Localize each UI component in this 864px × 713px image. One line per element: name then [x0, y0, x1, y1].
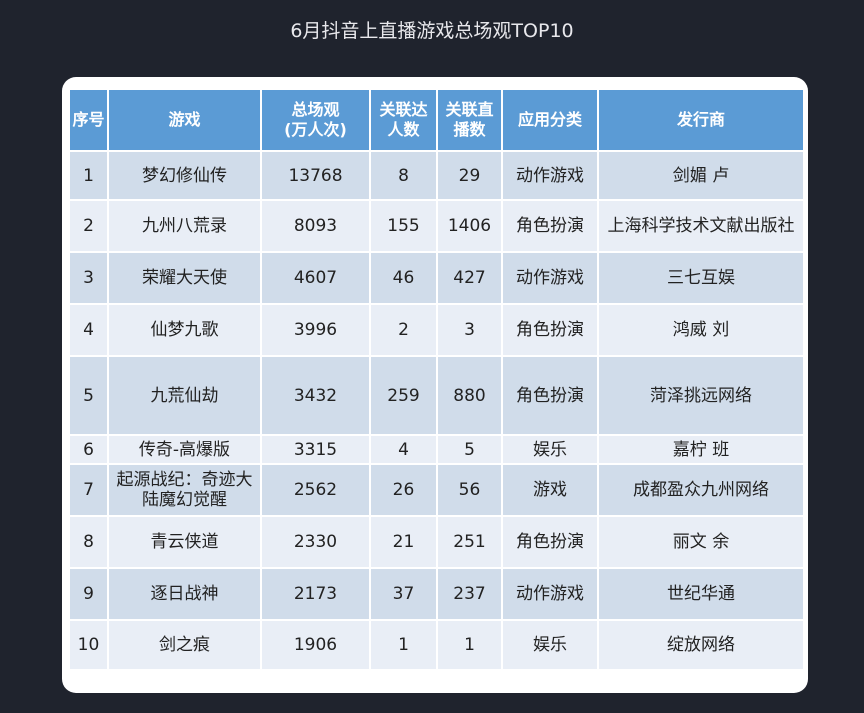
cell-publisher: 成都盈众九州网络 — [597, 463, 805, 517]
header-category: 应用分类 — [501, 88, 599, 152]
cell-total-views: 2173 — [260, 567, 371, 621]
cell-category: 角色扮演 — [501, 515, 599, 569]
cell-rank: 9 — [68, 567, 109, 621]
cell-streams: 251 — [436, 515, 503, 569]
cell-creators: 155 — [369, 199, 438, 253]
cell-total-views: 2330 — [260, 515, 371, 569]
table-row: 3 荣耀大天使 4607 46 427 动作游戏 三七互娱 — [68, 251, 805, 305]
cell-category: 角色扮演 — [501, 303, 599, 357]
cell-rank: 10 — [68, 619, 109, 671]
cell-total-views: 13768 — [260, 150, 371, 201]
cell-creators: 2 — [369, 303, 438, 357]
cell-streams: 5 — [436, 434, 503, 465]
header-streams: 关联直 播数 — [436, 88, 503, 152]
cell-streams: 56 — [436, 463, 503, 517]
cell-creators: 37 — [369, 567, 438, 621]
cell-streams: 880 — [436, 355, 503, 436]
cell-rank: 1 — [68, 150, 109, 201]
cell-total-views: 8093 — [260, 199, 371, 253]
header-row: 序号 游戏 总场观 (万人次) 关联达 人数 关联直 播数 应用分类 发行商 — [68, 88, 805, 152]
cell-creators: 259 — [369, 355, 438, 436]
cell-streams: 1 — [436, 619, 503, 671]
cell-game: 九州八荒录 — [107, 199, 262, 253]
cell-creators: 4 — [369, 434, 438, 465]
cell-creators: 1 — [369, 619, 438, 671]
cell-game: 起源战纪：奇迹大陆魔幻觉醒 — [107, 463, 262, 517]
cell-game: 传奇-高爆版 — [107, 434, 262, 465]
table-row: 7 起源战纪：奇迹大陆魔幻觉醒 2562 26 56 游戏 成都盈众九州网络 — [68, 463, 805, 517]
cell-game: 九荒仙劫 — [107, 355, 262, 436]
header-publisher: 发行商 — [597, 88, 805, 152]
cell-publisher: 剑媚 卢 — [597, 150, 805, 201]
cell-publisher: 鸿威 刘 — [597, 303, 805, 357]
cell-rank: 8 — [68, 515, 109, 569]
cell-total-views: 1906 — [260, 619, 371, 671]
table-row: 9 逐日战神 2173 37 237 动作游戏 世纪华通 — [68, 567, 805, 621]
table-row: 8 青云侠道 2330 21 251 角色扮演 丽文 余 — [68, 515, 805, 569]
cell-publisher: 世纪华通 — [597, 567, 805, 621]
cell-category: 动作游戏 — [501, 251, 599, 305]
cell-rank: 4 — [68, 303, 109, 357]
cell-category: 娱乐 — [501, 434, 599, 465]
table-row: 4 仙梦九歌 3996 2 3 角色扮演 鸿威 刘 — [68, 303, 805, 357]
header-game: 游戏 — [107, 88, 262, 152]
cell-category: 游戏 — [501, 463, 599, 517]
cell-category: 动作游戏 — [501, 567, 599, 621]
page-title: 6月抖音上直播游戏总场观TOP10 — [290, 20, 574, 42]
ranking-table: 序号 游戏 总场观 (万人次) 关联达 人数 关联直 播数 应用分类 发行商 1 梦幻修仙传 1… — [68, 88, 805, 671]
cell-game: 梦幻修仙传 — [107, 150, 262, 201]
cell-category: 角色扮演 — [501, 355, 599, 436]
cell-publisher: 菏泽挑远网络 — [597, 355, 805, 436]
table-row: 6 传奇-高爆版 3315 4 5 娱乐 嘉柠 班 — [68, 434, 805, 465]
cell-publisher: 丽文 余 — [597, 515, 805, 569]
cell-total-views: 3315 — [260, 434, 371, 465]
header-total-views: 总场观 (万人次) — [260, 88, 371, 152]
cell-category: 角色扮演 — [501, 199, 599, 253]
cell-publisher: 三七互娱 — [597, 251, 805, 305]
cell-rank: 2 — [68, 199, 109, 253]
cell-rank: 7 — [68, 463, 109, 517]
cell-creators: 21 — [369, 515, 438, 569]
cell-streams: 29 — [436, 150, 503, 201]
cell-game: 仙梦九歌 — [107, 303, 262, 357]
cell-streams: 1406 — [436, 199, 503, 253]
header-creators: 关联达 人数 — [369, 88, 438, 152]
table-card: 序号 游戏 总场观 (万人次) 关联达 人数 关联直 播数 应用分类 发行商 1 梦幻修仙传 1… — [62, 77, 808, 693]
cell-streams: 427 — [436, 251, 503, 305]
cell-game: 荣耀大天使 — [107, 251, 262, 305]
cell-publisher: 绽放网络 — [597, 619, 805, 671]
cell-game: 逐日战神 — [107, 567, 262, 621]
cell-publisher: 嘉柠 班 — [597, 434, 805, 465]
table-row: 1 梦幻修仙传 13768 8 29 动作游戏 剑媚 卢 — [68, 150, 805, 201]
header-rank: 序号 — [68, 88, 109, 152]
cell-category: 动作游戏 — [501, 150, 599, 201]
cell-publisher: 上海科学技术文献出版社 — [597, 199, 805, 253]
cell-total-views: 3432 — [260, 355, 371, 436]
cell-total-views: 2562 — [260, 463, 371, 517]
cell-rank: 6 — [68, 434, 109, 465]
cell-game: 青云侠道 — [107, 515, 262, 569]
cell-category: 娱乐 — [501, 619, 599, 671]
cell-total-views: 4607 — [260, 251, 371, 305]
table-row: 5 九荒仙劫 3432 259 880 角色扮演 菏泽挑远网络 — [68, 355, 805, 436]
table-row: 10 剑之痕 1906 1 1 娱乐 绽放网络 — [68, 619, 805, 671]
cell-rank: 3 — [68, 251, 109, 305]
cell-streams: 3 — [436, 303, 503, 357]
cell-creators: 26 — [369, 463, 438, 517]
table-row: 2 九州八荒录 8093 155 1406 角色扮演 上海科学技术文献出版社 — [68, 199, 805, 253]
cell-rank: 5 — [68, 355, 109, 436]
cell-creators: 46 — [369, 251, 438, 305]
cell-creators: 8 — [369, 150, 438, 201]
cell-streams: 237 — [436, 567, 503, 621]
cell-total-views: 3996 — [260, 303, 371, 357]
cell-game: 剑之痕 — [107, 619, 262, 671]
